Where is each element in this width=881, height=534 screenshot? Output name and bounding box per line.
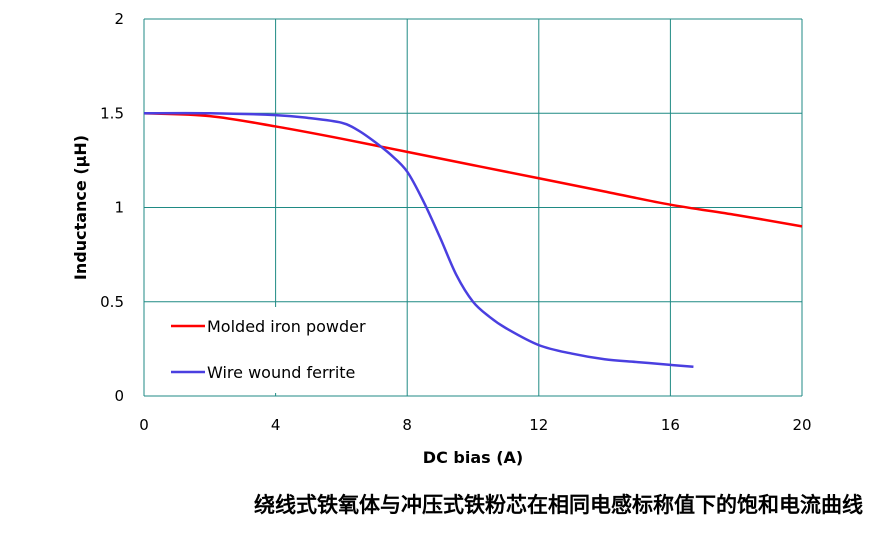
x-axis-title: DC bias (A) [423, 448, 523, 467]
inductance-chart: 0 4 8 12 16 20 0 0.5 1 1.5 2 DC bias (A) Inductan… [71, 10, 812, 467]
x-tick-label: 12 [529, 416, 548, 434]
x-tick-label: 4 [271, 416, 281, 434]
y-tick-label: 2 [114, 10, 124, 28]
figure-caption: 绕线式铁氧体与冲压式铁粉芯在相同电感标称值下的饱和电流曲线 [254, 493, 863, 517]
x-tick-label: 16 [661, 416, 680, 434]
legend-background [157, 307, 397, 393]
x-tick-label: 20 [792, 416, 811, 434]
y-axis-title: Inductance (µH) [71, 135, 90, 280]
legend: Molded iron powder Wire wound ferrite [157, 307, 397, 393]
y-tick-labels: 0 0.5 1 1.5 2 [100, 10, 124, 405]
y-tick-label: 0 [114, 387, 124, 405]
x-tick-label: 8 [402, 416, 412, 434]
y-tick-label: 0.5 [100, 293, 124, 311]
legend-label: Wire wound ferrite [207, 363, 355, 382]
x-tick-labels: 0 4 8 12 16 20 [139, 416, 811, 434]
series-line-molded-iron-powder [143, 112, 803, 228]
series-lines [143, 111, 803, 369]
x-tick-label: 0 [139, 416, 149, 434]
legend-label: Molded iron powder [207, 317, 366, 336]
y-tick-label: 1 [114, 199, 124, 217]
series-line-wire-wound-ferrite [143, 111, 694, 369]
y-tick-label: 1.5 [100, 104, 124, 122]
